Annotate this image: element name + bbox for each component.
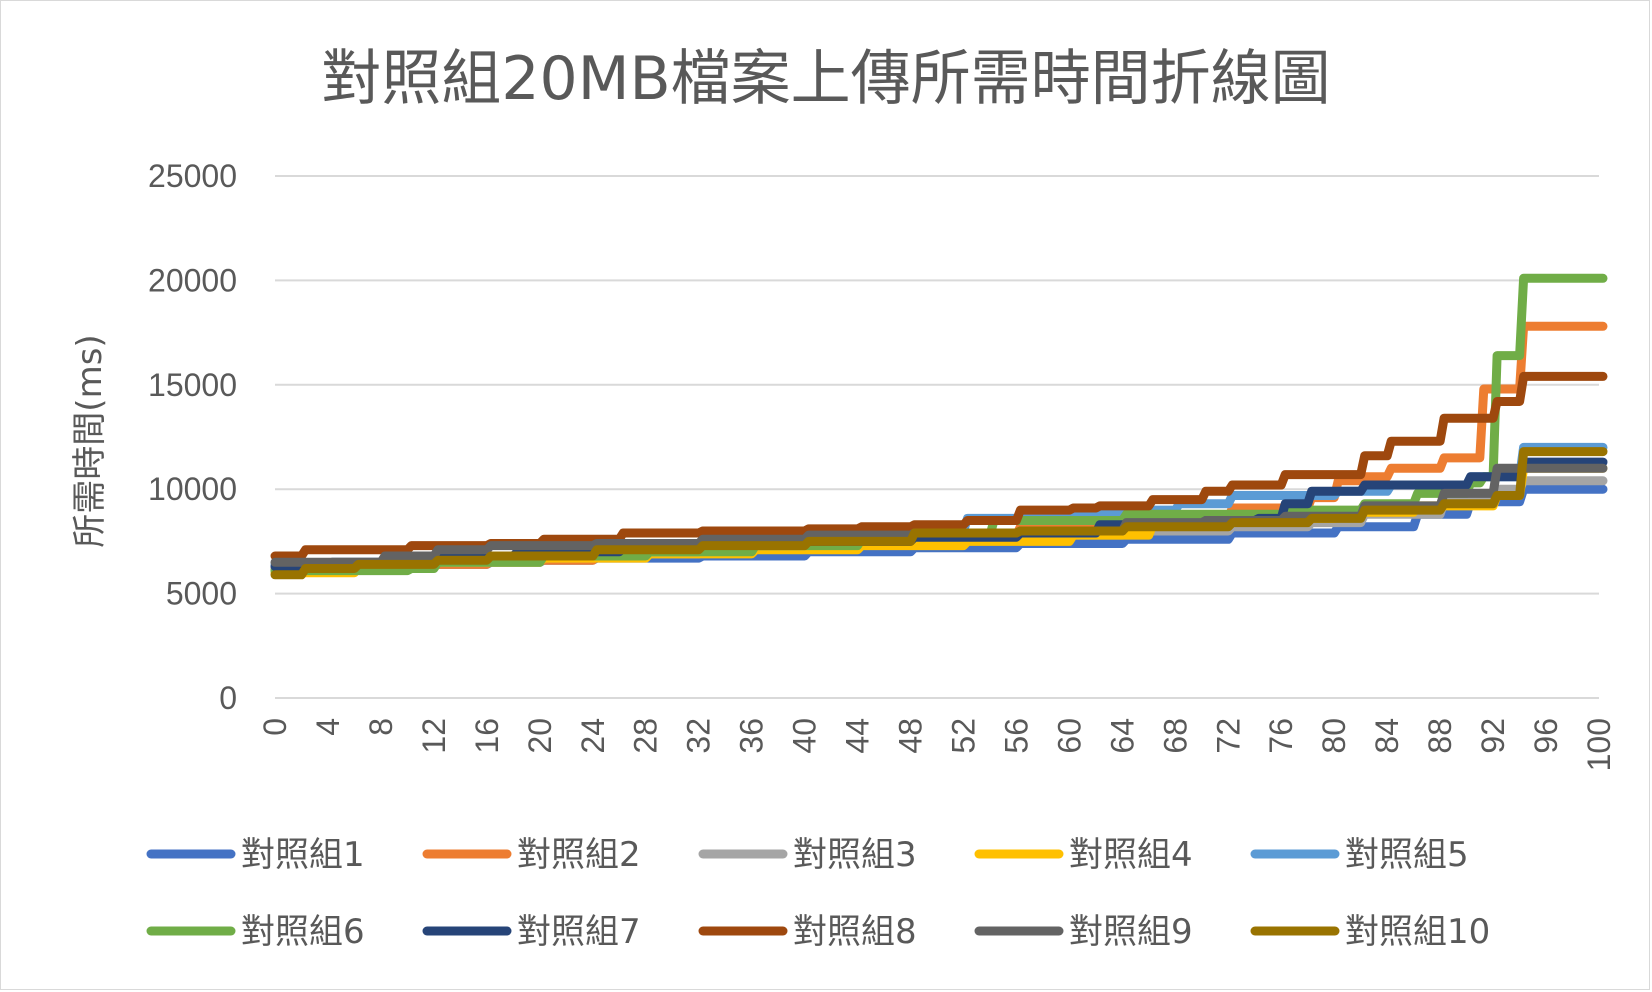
series-lines	[270, 273, 1608, 580]
x-tick-label: 44	[840, 718, 876, 754]
x-tick-label: 64	[1104, 718, 1140, 754]
x-axis-ticks: 0 4 8 12 16 20 24 28 32 36 40 44 48 52 56 60 64 68 72 76 80 8…	[257, 718, 1617, 771]
x-tick-label: 92	[1475, 718, 1511, 754]
x-tick-label: 24	[575, 718, 611, 754]
legend-item-9: 對照組9	[974, 912, 1193, 952]
legend-label: 對照組9	[1069, 912, 1193, 952]
legend-item-8: 對照組8	[698, 912, 917, 952]
x-tick-label: 96	[1528, 718, 1564, 754]
legend-label: 對照組4	[1069, 835, 1193, 875]
x-tick-label: 0	[257, 718, 293, 736]
x-tick-label: 32	[681, 718, 717, 754]
chart-title: 對照組20MB檔案上傳所需時間折線圖	[321, 44, 1330, 114]
x-tick-label: 72	[1210, 718, 1246, 754]
y-axis-ticks: 0 5000 10000 15000 20000 25000	[148, 158, 237, 716]
x-tick-label: 8	[363, 718, 399, 736]
x-tick-label: 100	[1581, 718, 1617, 771]
x-tick-label: 52	[945, 718, 981, 754]
y-tick-label: 5000	[166, 576, 237, 612]
x-tick-label: 80	[1316, 718, 1352, 754]
legend-item-1: 對照組1	[146, 835, 365, 875]
legend-item-2: 對照組2	[422, 835, 641, 875]
legend-item-4: 對照組4	[974, 835, 1193, 875]
y-tick-label: 15000	[148, 367, 237, 403]
y-tick-label: 10000	[148, 471, 237, 507]
x-tick-label: 4	[310, 718, 346, 736]
legend-item-7: 對照組7	[422, 912, 641, 952]
y-axis-label: 所需時間(ms)	[70, 334, 110, 547]
legend-label: 對照組6	[241, 912, 365, 952]
gridlines	[275, 175, 1599, 699]
x-tick-label: 48	[893, 718, 929, 754]
x-tick-label: 36	[734, 718, 770, 754]
legend-item-3: 對照組3	[698, 835, 917, 875]
legend-label: 對照組8	[793, 912, 917, 952]
legend-label: 對照組7	[517, 912, 641, 952]
x-tick-label: 16	[469, 718, 505, 754]
y-tick-label: 20000	[148, 262, 237, 298]
legend-label: 對照組2	[517, 835, 641, 875]
legend-label: 對照組3	[793, 835, 917, 875]
x-tick-label: 56	[998, 718, 1034, 754]
x-tick-label: 20	[522, 718, 558, 754]
x-tick-label: 88	[1422, 718, 1458, 754]
legend-item-5: 對照組5	[1250, 835, 1469, 875]
y-tick-label: 25000	[148, 158, 237, 194]
legend-item-10: 對照組10	[1250, 912, 1490, 952]
legend-label: 對照組10	[1345, 912, 1490, 952]
x-tick-label: 84	[1369, 718, 1405, 754]
x-tick-label: 76	[1263, 718, 1299, 754]
legend-item-6: 對照組6	[146, 912, 365, 952]
series-line-8	[270, 371, 1608, 561]
legend-label: 對照組1	[241, 835, 365, 875]
x-tick-label: 68	[1157, 718, 1193, 754]
x-tick-label: 40	[787, 718, 823, 754]
legend: 對照組1 對照組2 對照組3 對照組4 對照組5 對照組6 對照組7 對照組8 對照組9 對照組1…	[146, 835, 1490, 952]
x-tick-label: 28	[628, 718, 664, 754]
y-tick-label: 0	[219, 680, 237, 716]
x-tick-label: 60	[1051, 718, 1087, 754]
x-tick-label: 12	[416, 718, 452, 754]
legend-label: 對照組5	[1345, 835, 1469, 875]
series-line-10	[270, 447, 1608, 580]
